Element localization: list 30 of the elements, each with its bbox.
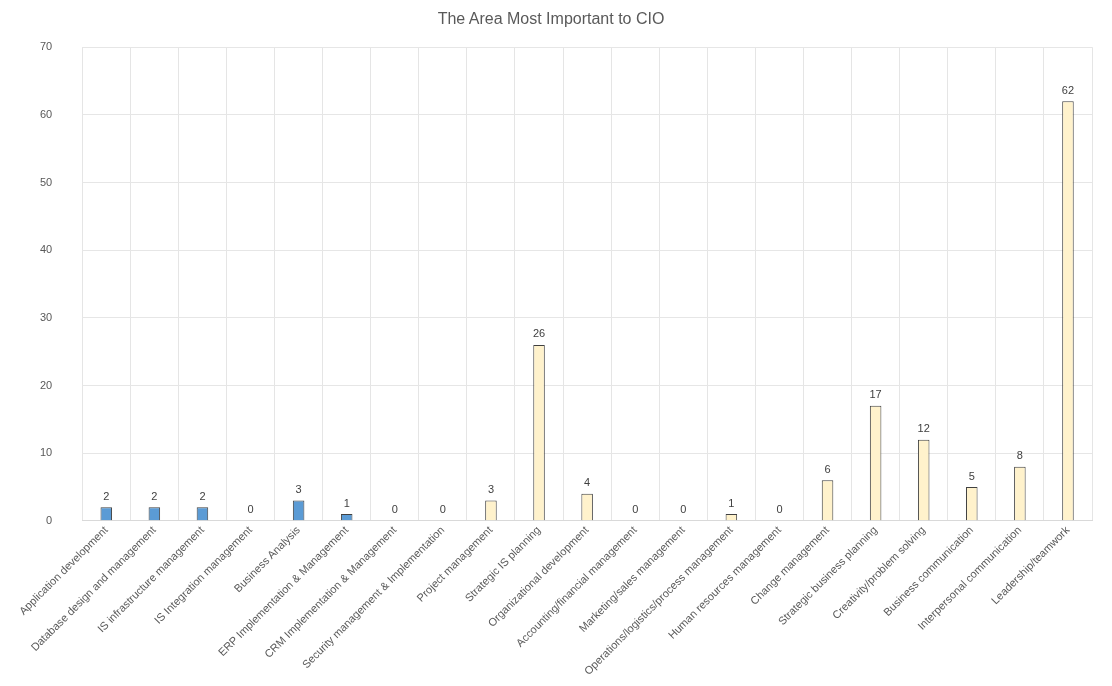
data-label: 2 — [103, 489, 110, 502]
data-label: 3 — [487, 483, 495, 496]
data-label: 26 — [532, 327, 546, 340]
data-label: 4 — [584, 476, 591, 489]
y-tick-label: 70 — [39, 40, 53, 53]
data-label: 2 — [199, 489, 206, 502]
data-label: 8 — [1016, 449, 1023, 462]
y-tick-label: 40 — [39, 243, 53, 256]
data-label: 5 — [968, 469, 975, 482]
data-label: 0 — [680, 503, 687, 516]
y-tick-label: 30 — [39, 310, 53, 323]
data-label: 1 — [728, 496, 735, 509]
data-label: 0 — [391, 503, 398, 516]
data-label: 3 — [295, 483, 302, 496]
data-label: 17 — [869, 388, 882, 401]
data-label: 1 — [343, 496, 350, 509]
data-label: 62 — [1061, 83, 1075, 96]
y-tick-label: 60 — [39, 107, 53, 120]
data-label: 0 — [247, 503, 254, 516]
data-label: 0 — [776, 503, 783, 516]
chart-title: The Area Most Important to CIO — [437, 10, 665, 28]
y-tick-label: 50 — [39, 175, 53, 188]
data-label: 0 — [439, 503, 446, 516]
y-tick-label: 20 — [39, 378, 53, 391]
data-label: 6 — [824, 462, 831, 475]
data-label: 0 — [632, 503, 639, 516]
data-label: 12 — [917, 422, 930, 435]
y-tick-label: 10 — [39, 446, 53, 459]
y-tick-label: 0 — [46, 513, 53, 526]
data-label: 2 — [151, 489, 158, 502]
